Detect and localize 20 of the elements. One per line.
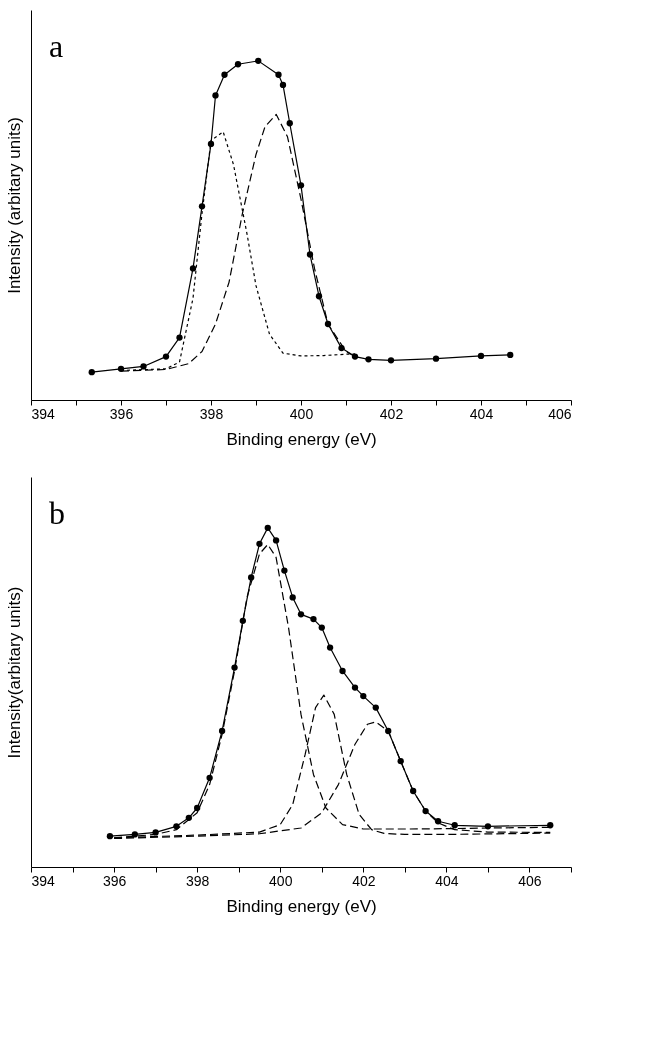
x-tick-label: 396 xyxy=(102,872,127,889)
x-tick-label: 402 xyxy=(352,872,376,889)
x-tick-label: 402 xyxy=(379,405,404,422)
x-axis-title: Binding energy (eV) xyxy=(226,429,377,449)
x-tick-label: 400 xyxy=(289,405,314,422)
x-tick-label: 396 xyxy=(109,405,134,422)
x-tick-label: 404 xyxy=(435,872,459,889)
x-tick-label: 404 xyxy=(469,405,494,422)
y-axis-title: Intensity (arbitary units) xyxy=(4,117,24,294)
y-axis-title: Intensity(arbitary units) xyxy=(4,586,24,759)
x-tick-label: 398 xyxy=(199,405,224,422)
annotation: b xyxy=(49,495,65,531)
x-tick-label: 406 xyxy=(548,405,572,422)
x-tick-label: 400 xyxy=(269,872,293,889)
annotation: a xyxy=(49,28,64,64)
x-axis-title: Binding energy (eV) xyxy=(226,896,377,916)
x-tick-label: 394 xyxy=(31,405,56,422)
x-tick-label: 394 xyxy=(31,872,56,889)
x-tick-label: 398 xyxy=(185,872,210,889)
x-tick-label: 406 xyxy=(518,872,542,889)
